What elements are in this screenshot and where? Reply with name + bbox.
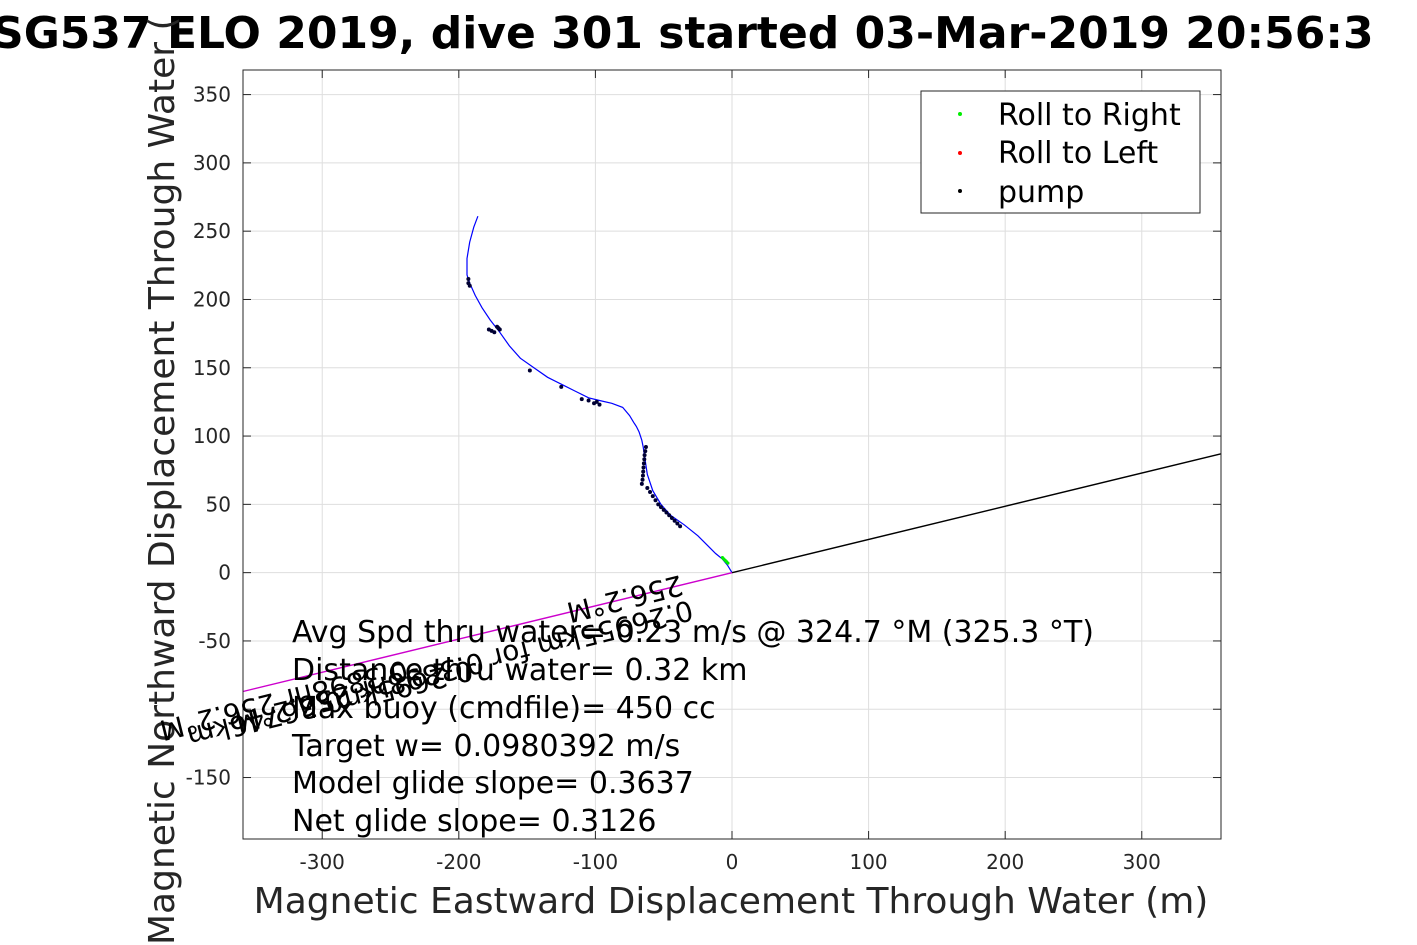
pump-point <box>678 524 683 529</box>
legend: Roll to Right Roll to Left pump <box>920 90 1201 214</box>
y-tick-label: 200 <box>193 287 231 311</box>
pump-point <box>645 485 650 490</box>
x-tick-label: 0 <box>726 850 739 874</box>
pump-point <box>639 481 644 486</box>
series-track-line <box>466 215 733 574</box>
y-axis-label: Magnetic Northward Displacement Through … <box>142 16 183 945</box>
pump-point <box>642 453 647 458</box>
pump-point <box>643 449 648 454</box>
pump-point <box>675 521 680 526</box>
pump-point <box>597 402 602 407</box>
legend-marker-roll-left <box>958 151 962 155</box>
pump-point <box>669 516 674 521</box>
y-tick-label: -50 <box>198 629 231 653</box>
annotation-distance: Distance thru water= 0.32 km <box>292 653 747 688</box>
series-layer <box>242 215 1222 693</box>
pump-point <box>648 490 653 495</box>
pump-point <box>559 384 564 389</box>
y-tick-label: -150 <box>186 766 231 790</box>
legend-label-roll-left: Roll to Left <box>998 136 1158 171</box>
pump-point <box>650 494 655 499</box>
y-tick-label: 100 <box>193 424 231 448</box>
pump-point <box>466 276 471 281</box>
annotation-avg-speed: Avg Spd thru water= 0.23 m/s @ 324.7 °M … <box>292 615 1094 650</box>
legend-marker-pump <box>958 189 962 193</box>
annotation-max-buoy: Max buoy (cmdfile)= 450 cc <box>292 691 716 726</box>
x-tick-label: -200 <box>436 850 481 874</box>
pump-point <box>642 457 647 462</box>
legend-label-pump: pump <box>998 175 1084 210</box>
y-tick-label: 350 <box>193 83 231 107</box>
pump-point <box>527 368 532 373</box>
pump-point <box>672 518 677 523</box>
pump-point <box>586 398 591 403</box>
legend-label-roll-right: Roll to Right <box>998 98 1181 133</box>
legend-marker-roll-right <box>958 112 962 116</box>
pump-point <box>641 461 646 466</box>
annotation-net-glide: Net glide slope= 0.3126 <box>292 804 656 839</box>
y-ticks: -150 -50 0 50 100 150 200 250 300 350 <box>186 83 1221 790</box>
x-axis-label: Magnetic Eastward Displacement Through W… <box>254 881 1209 922</box>
y-tick-label: 50 <box>206 492 231 516</box>
x-tick-label: 100 <box>849 850 887 874</box>
roll-right-point <box>720 556 725 560</box>
pump-point <box>641 465 646 470</box>
pump-point <box>664 510 669 515</box>
pump-point <box>656 502 661 507</box>
annotation-target-w: Target w= 0.0980392 m/s <box>291 729 680 764</box>
x-tick-label: -100 <box>573 850 618 874</box>
pump-point <box>640 473 645 478</box>
series-current-line <box>242 572 733 693</box>
x-tick-label: -300 <box>300 850 345 874</box>
roll-right-point <box>726 561 730 565</box>
pump-point <box>643 444 648 449</box>
pump-point <box>497 327 502 332</box>
pump-point <box>667 513 672 518</box>
pump-point <box>486 327 491 332</box>
legend-box <box>920 90 1201 214</box>
pump-point <box>466 281 471 286</box>
points-layer <box>466 276 730 565</box>
pump-point <box>640 477 645 482</box>
y-tick-label: 150 <box>193 356 231 380</box>
x-ticks: -300 -200 -100 0 100 200 300 <box>300 70 1161 874</box>
stats-annotations: Avg Spd thru water= 0.23 m/s @ 324.7 °M … <box>291 615 1094 839</box>
pump-point <box>658 505 663 510</box>
pump-point <box>641 469 646 474</box>
annotation-model-glide: Model glide slope= 0.3637 <box>292 766 694 801</box>
pump-point <box>653 498 658 503</box>
y-tick-label: 300 <box>193 151 231 175</box>
x-tick-label: 300 <box>1123 850 1161 874</box>
pump-point <box>661 507 666 512</box>
y-tick-label: 250 <box>193 219 231 243</box>
x-tick-label: 200 <box>986 850 1024 874</box>
pump-point <box>594 399 599 404</box>
chart-title: SG537 ELO 2019, dive 301 started 03-Mar-… <box>0 8 1374 59</box>
y-tick-label: 0 <box>218 561 231 585</box>
pump-point <box>579 397 584 402</box>
pump-point <box>492 330 497 335</box>
series-heading-line <box>731 453 1222 574</box>
